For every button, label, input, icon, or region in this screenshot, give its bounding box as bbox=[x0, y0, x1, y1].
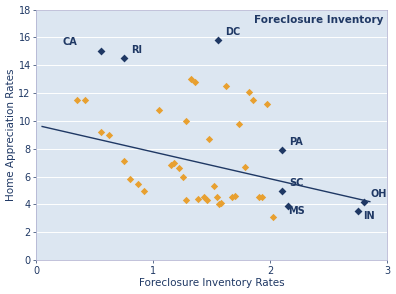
Point bbox=[264, 102, 270, 106]
Y-axis label: Home Appreciation Rates: Home Appreciation Rates bbox=[6, 69, 15, 201]
Point bbox=[279, 188, 285, 193]
Point bbox=[179, 174, 186, 179]
Point bbox=[106, 133, 112, 137]
Point bbox=[270, 215, 276, 219]
Text: SC: SC bbox=[289, 178, 303, 188]
Point bbox=[285, 203, 291, 208]
Point bbox=[246, 89, 252, 94]
Point bbox=[361, 199, 367, 204]
Point bbox=[188, 77, 194, 81]
Point bbox=[215, 38, 221, 43]
Point bbox=[135, 181, 141, 186]
Point bbox=[97, 49, 104, 54]
Point bbox=[249, 98, 256, 102]
Point bbox=[176, 166, 182, 171]
Point bbox=[279, 148, 285, 153]
Point bbox=[121, 56, 127, 61]
Point bbox=[121, 159, 127, 164]
Point bbox=[211, 184, 217, 189]
Point bbox=[213, 195, 220, 200]
Point bbox=[74, 98, 80, 102]
Point bbox=[183, 118, 189, 123]
X-axis label: Foreclosure Inventory Rates: Foreclosure Inventory Rates bbox=[139, 278, 285, 288]
Point bbox=[127, 177, 133, 182]
Text: CA: CA bbox=[63, 37, 77, 47]
Text: DC: DC bbox=[225, 27, 240, 37]
Text: IN: IN bbox=[363, 211, 375, 221]
Point bbox=[355, 209, 361, 214]
Point bbox=[183, 198, 189, 203]
Point bbox=[242, 165, 248, 169]
Point bbox=[228, 195, 235, 200]
Point bbox=[156, 107, 162, 112]
Point bbox=[171, 160, 177, 165]
Point bbox=[232, 194, 238, 198]
Point bbox=[192, 80, 199, 84]
Text: RI: RI bbox=[131, 46, 142, 56]
Point bbox=[168, 163, 174, 168]
Point bbox=[206, 137, 213, 141]
Point bbox=[194, 196, 201, 201]
Point bbox=[200, 195, 207, 200]
Text: MS: MS bbox=[288, 206, 305, 216]
Point bbox=[82, 98, 89, 102]
Point bbox=[223, 84, 229, 88]
Point bbox=[216, 202, 222, 207]
Point bbox=[204, 198, 210, 203]
Point bbox=[259, 195, 265, 200]
Point bbox=[255, 195, 262, 200]
Point bbox=[141, 188, 147, 193]
Text: OH: OH bbox=[371, 189, 387, 199]
Point bbox=[218, 201, 225, 206]
Text: Foreclosure Inventory: Foreclosure Inventory bbox=[255, 15, 384, 25]
Point bbox=[236, 121, 242, 126]
Point bbox=[97, 130, 104, 134]
Text: PA: PA bbox=[289, 137, 303, 147]
